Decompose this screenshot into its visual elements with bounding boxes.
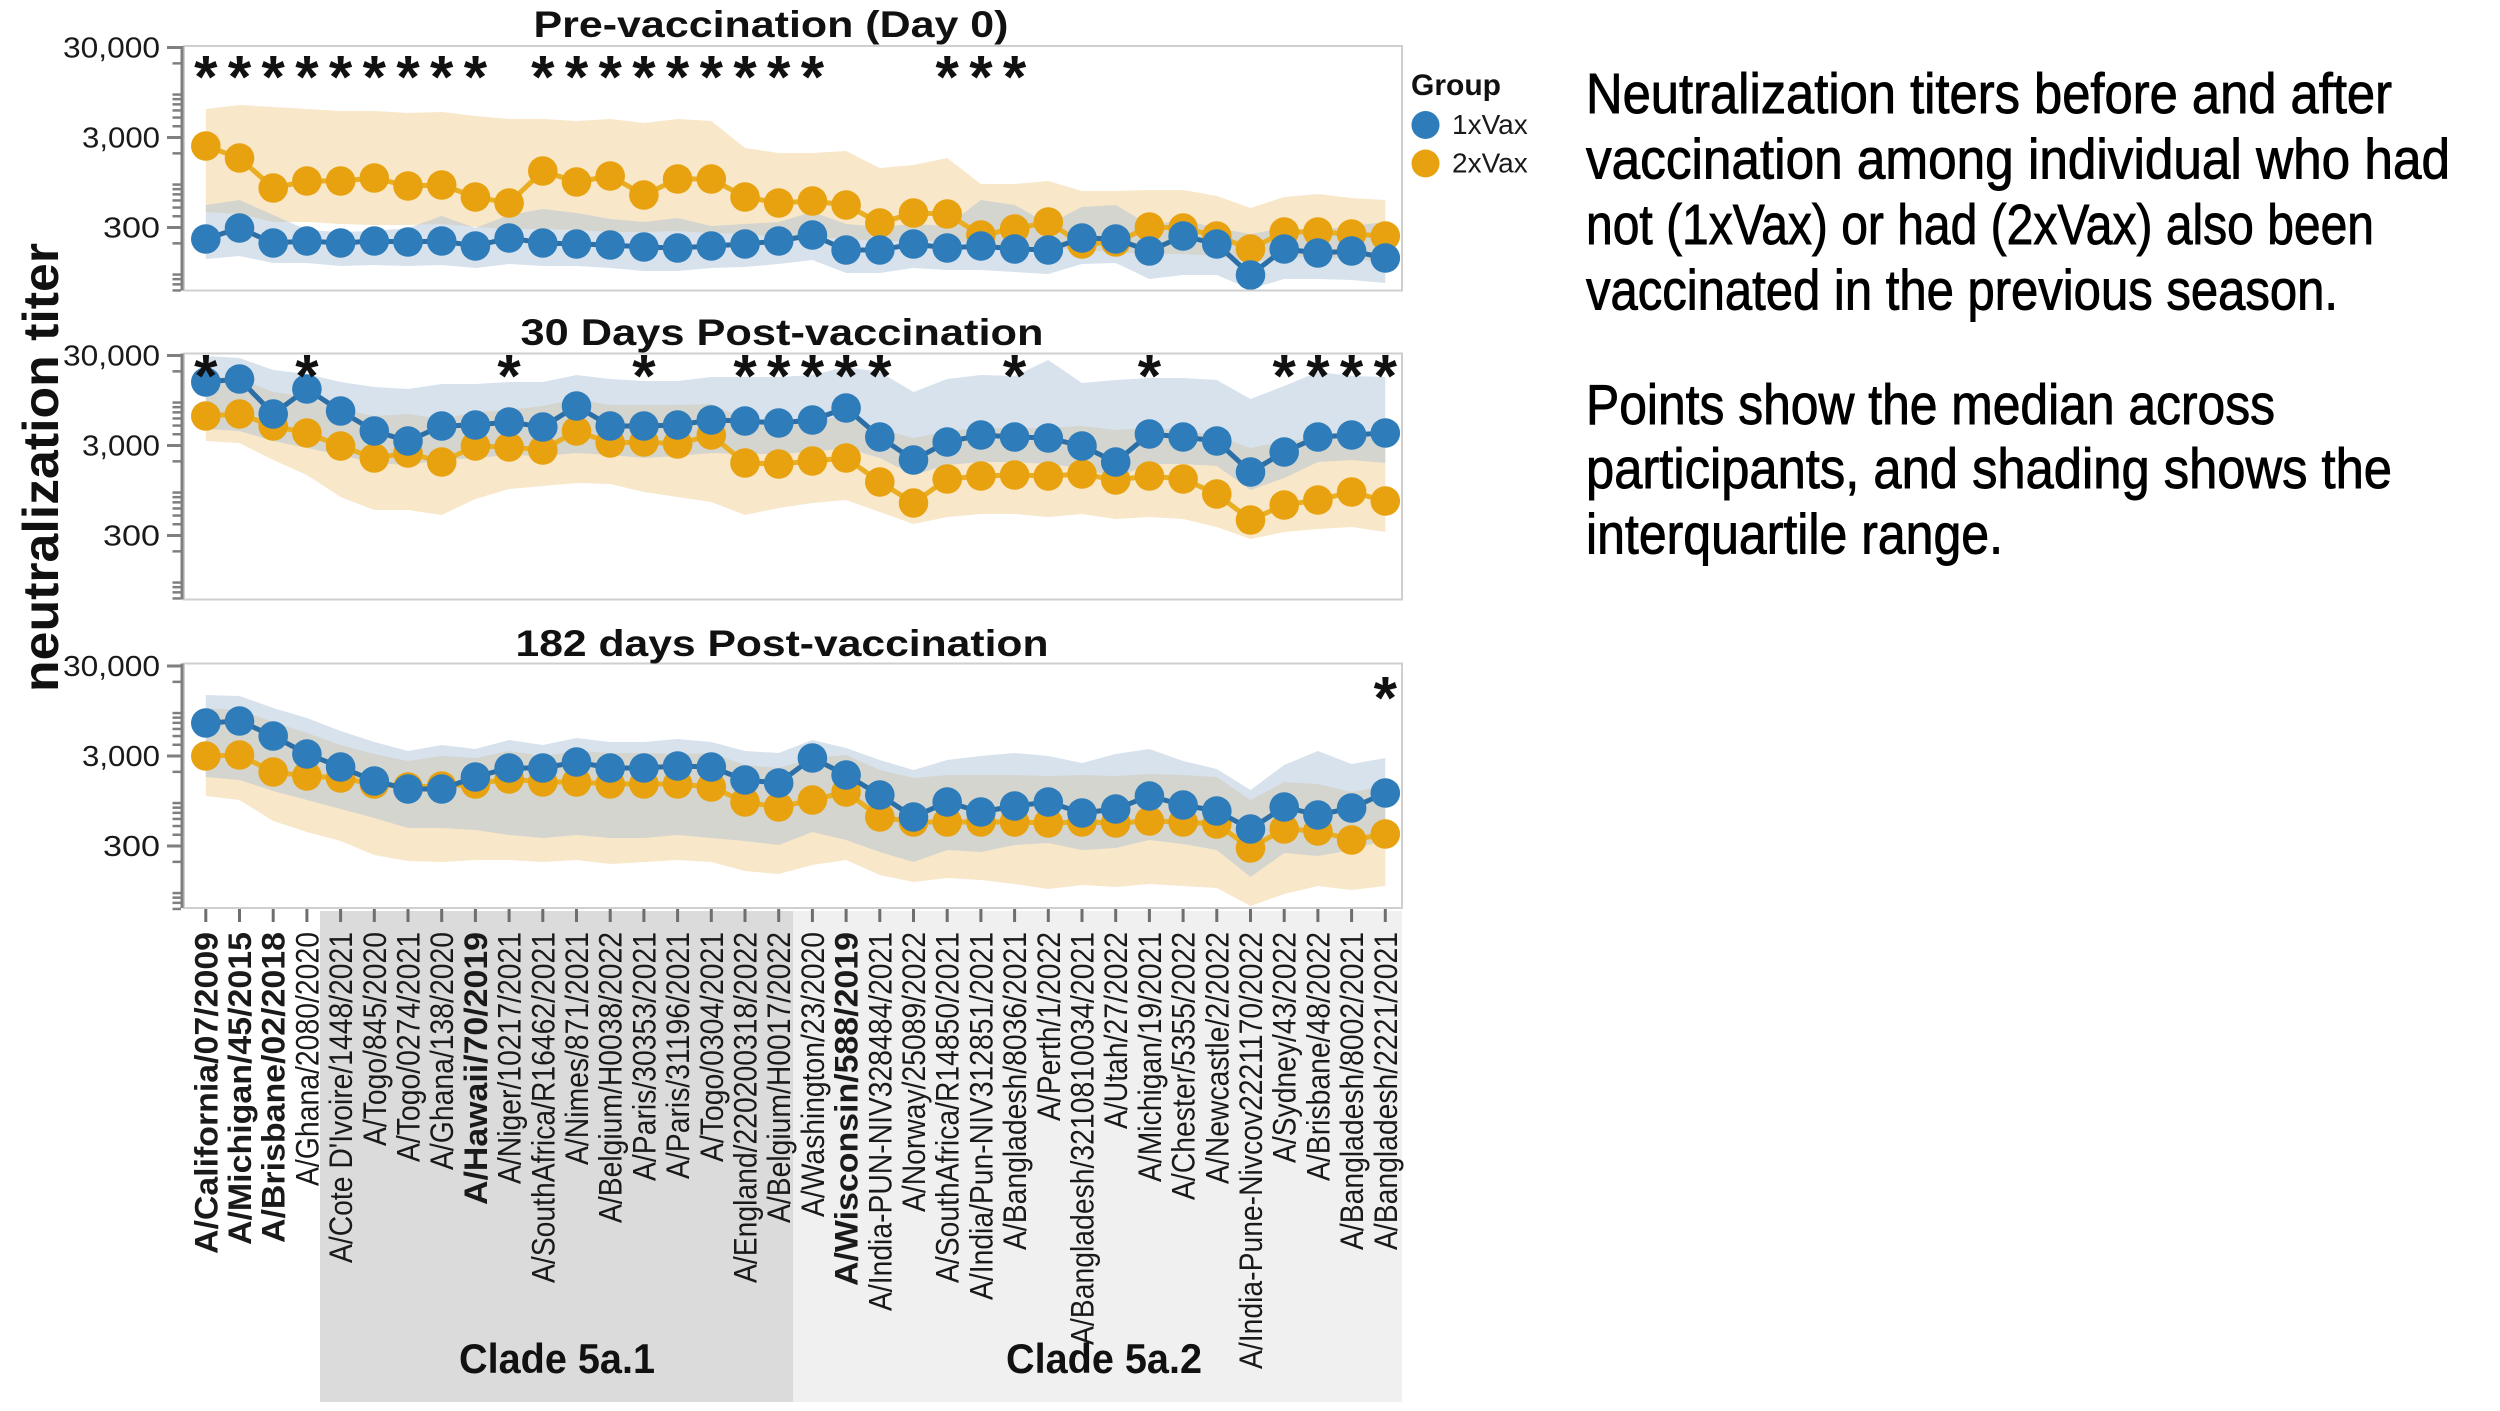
svg-text:vaccinated in the previous sea: vaccinated in the previous season.	[1586, 259, 2338, 323]
svg-text:Clade 5a.1: Clade 5a.1	[459, 1335, 655, 1382]
svg-text:300: 300	[103, 831, 160, 863]
svg-text:A/Michigan/45/2015: A/Michigan/45/2015	[222, 932, 258, 1245]
svg-text:Pre-vaccination (Day 0): Pre-vaccination (Day 0)	[534, 4, 1009, 45]
svg-text:*: *	[1138, 343, 1162, 410]
svg-text:A/Brisbane/02/2018: A/Brisbane/02/2018	[256, 932, 292, 1243]
svg-text:A/Michigan/19/2021: A/Michigan/19/2021	[1132, 932, 1168, 1182]
svg-text:A/Paris/31196/2021: A/Paris/31196/2021	[660, 932, 696, 1179]
svg-text:*: *	[599, 44, 623, 111]
svg-text:vaccination among individual w: vaccination among individual who had	[1586, 128, 2450, 192]
svg-text:A/Nimes/871/2021: A/Nimes/871/2021	[559, 932, 595, 1165]
svg-text:*: *	[295, 343, 319, 410]
svg-text:Points show the median across: Points show the median across	[1586, 373, 2275, 437]
svg-text:*: *	[228, 44, 252, 111]
svg-text:*: *	[497, 343, 521, 410]
svg-text:A/Hawaii/70/2019: A/Hawaii/70/2019	[458, 932, 494, 1205]
svg-text:*: *	[801, 343, 825, 410]
svg-text:neutralization titer: neutralization titer	[13, 243, 69, 692]
svg-text:A/England/220200318/2022: A/England/220200318/2022	[728, 932, 764, 1283]
svg-text:A/Brisbane/48/2022: A/Brisbane/48/2022	[1300, 932, 1336, 1181]
svg-text:A/India-Pune-Nivcov2221170/202: A/India-Pune-Nivcov2221170/2022	[1233, 932, 1269, 1369]
svg-text:A/Sydney/43/2022: A/Sydney/43/2022	[1267, 932, 1303, 1163]
svg-text:*: *	[700, 44, 724, 111]
svg-text:A/Cote D'Ivoire/1448/2021: A/Cote D'Ivoire/1448/2021	[323, 932, 359, 1263]
svg-text:1xVax: 1xVax	[1452, 109, 1528, 140]
svg-text:A/Chester/5355/2022: A/Chester/5355/2022	[1166, 932, 1202, 1200]
svg-text:*: *	[295, 44, 319, 111]
svg-text:*: *	[329, 44, 353, 111]
svg-text:A/Washington/23/2020: A/Washington/23/2020	[795, 932, 831, 1217]
svg-text:*: *	[396, 44, 420, 111]
svg-text:30,000: 30,000	[63, 341, 160, 373]
svg-text:Neutralization titers before a: Neutralization titers before and after	[1586, 62, 2392, 126]
svg-text:*: *	[1340, 343, 1364, 410]
svg-text:*: *	[801, 44, 825, 111]
svg-text:A/Belgium/H0017/2022: A/Belgium/H0017/2022	[761, 932, 797, 1223]
svg-text:A/Niger/10217/2021: A/Niger/10217/2021	[492, 932, 528, 1184]
svg-text:*: *	[767, 343, 791, 410]
svg-text:*: *	[632, 343, 656, 410]
svg-text:*: *	[262, 44, 286, 111]
svg-text:*: *	[363, 44, 387, 111]
svg-text:A/India-PUN-NIV328484/2021: A/India-PUN-NIV328484/2021	[862, 932, 898, 1311]
svg-text:30,000: 30,000	[63, 651, 160, 683]
svg-text:A/Bangladesh/8002/2021: A/Bangladesh/8002/2021	[1334, 932, 1370, 1250]
svg-text:30,000: 30,000	[63, 33, 160, 65]
svg-text:*: *	[834, 343, 858, 410]
svg-text:A/Ghana/138/2020: A/Ghana/138/2020	[424, 932, 460, 1170]
svg-text:*: *	[194, 44, 218, 111]
svg-text:*: *	[1273, 343, 1297, 410]
svg-text:2xVax: 2xVax	[1452, 148, 1528, 179]
svg-text:*: *	[868, 343, 892, 410]
svg-text:300: 300	[103, 213, 160, 245]
svg-text:participants, and shading show: participants, and shading shows the	[1586, 437, 2392, 501]
svg-text:3,000: 3,000	[82, 741, 160, 773]
svg-text:*: *	[565, 44, 589, 111]
svg-text:A/SouthAfrica/R16462/2021: A/SouthAfrica/R16462/2021	[525, 932, 561, 1283]
svg-text:A/Ghana/2080/2020: A/Ghana/2080/2020	[289, 932, 325, 1186]
svg-text:*: *	[531, 44, 555, 111]
svg-text:*: *	[1374, 343, 1398, 410]
svg-text:*: *	[464, 44, 488, 111]
svg-text:A/Perth/1/2022: A/Perth/1/2022	[1031, 932, 1067, 1121]
svg-text:Group: Group	[1411, 69, 1501, 102]
svg-text:A/Bangladesh/3210810034/2021: A/Bangladesh/3210810034/2021	[1065, 932, 1101, 1345]
svg-text:*: *	[632, 44, 656, 111]
svg-text:*: *	[936, 44, 960, 111]
svg-text:*: *	[733, 343, 757, 410]
svg-text:*: *	[767, 44, 791, 111]
svg-text:not (1xVax) or had (2xVax) als: not (1xVax) or had (2xVax) also been	[1586, 193, 2374, 257]
svg-text:300: 300	[103, 521, 160, 553]
svg-text:A/Norway/25089/2022: A/Norway/25089/2022	[896, 932, 932, 1212]
svg-text:A/Bangladesh/2221/2021: A/Bangladesh/2221/2021	[1368, 932, 1404, 1250]
svg-text:A/Newcastle/2/2022: A/Newcastle/2/2022	[1199, 932, 1235, 1184]
svg-text:*: *	[1374, 665, 1398, 732]
svg-text:*: *	[666, 44, 690, 111]
svg-text:A/Togo/0274/2021: A/Togo/0274/2021	[391, 932, 427, 1162]
svg-text:A/Wisconsin/588/2019: A/Wisconsin/588/2019	[829, 932, 865, 1286]
svg-text:A/Paris/30353/2021: A/Paris/30353/2021	[626, 932, 662, 1181]
svg-text:3,000: 3,000	[82, 123, 160, 155]
svg-text:*: *	[430, 44, 454, 111]
svg-text:30 Days Post-vaccination: 30 Days Post-vaccination	[521, 312, 1044, 353]
svg-text:*: *	[1003, 44, 1027, 111]
svg-text:*: *	[1306, 343, 1330, 410]
svg-text:*: *	[969, 44, 993, 111]
svg-text:182 days Post-vaccination: 182 days Post-vaccination	[516, 623, 1049, 664]
svg-text:A/SouthAfrica/R14850/2021: A/SouthAfrica/R14850/2021	[930, 932, 966, 1283]
svg-text:*: *	[1003, 343, 1027, 410]
svg-text:*: *	[733, 44, 757, 111]
svg-text:A/India/Pun-NIV312851/2021: A/India/Pun-NIV312851/2021	[963, 932, 999, 1300]
svg-text:*: *	[194, 343, 218, 410]
svg-text:interquartile range.: interquartile range.	[1586, 503, 2003, 567]
svg-text:A/California/07/2009: A/California/07/2009	[188, 932, 224, 1254]
svg-text:A/Utah/27/2022: A/Utah/27/2022	[1098, 932, 1134, 1129]
svg-text:A/Togo/0304/2021: A/Togo/0304/2021	[694, 932, 730, 1162]
svg-text:3,000: 3,000	[82, 431, 160, 463]
svg-text:A/Bangladesh/8036/2021: A/Bangladesh/8036/2021	[997, 932, 1033, 1250]
svg-text:A/Togo/845/2020: A/Togo/845/2020	[357, 932, 393, 1146]
svg-text:A/Belgium/H0038/2022: A/Belgium/H0038/2022	[593, 932, 629, 1223]
svg-text:Clade 5a.2: Clade 5a.2	[1006, 1335, 1202, 1382]
